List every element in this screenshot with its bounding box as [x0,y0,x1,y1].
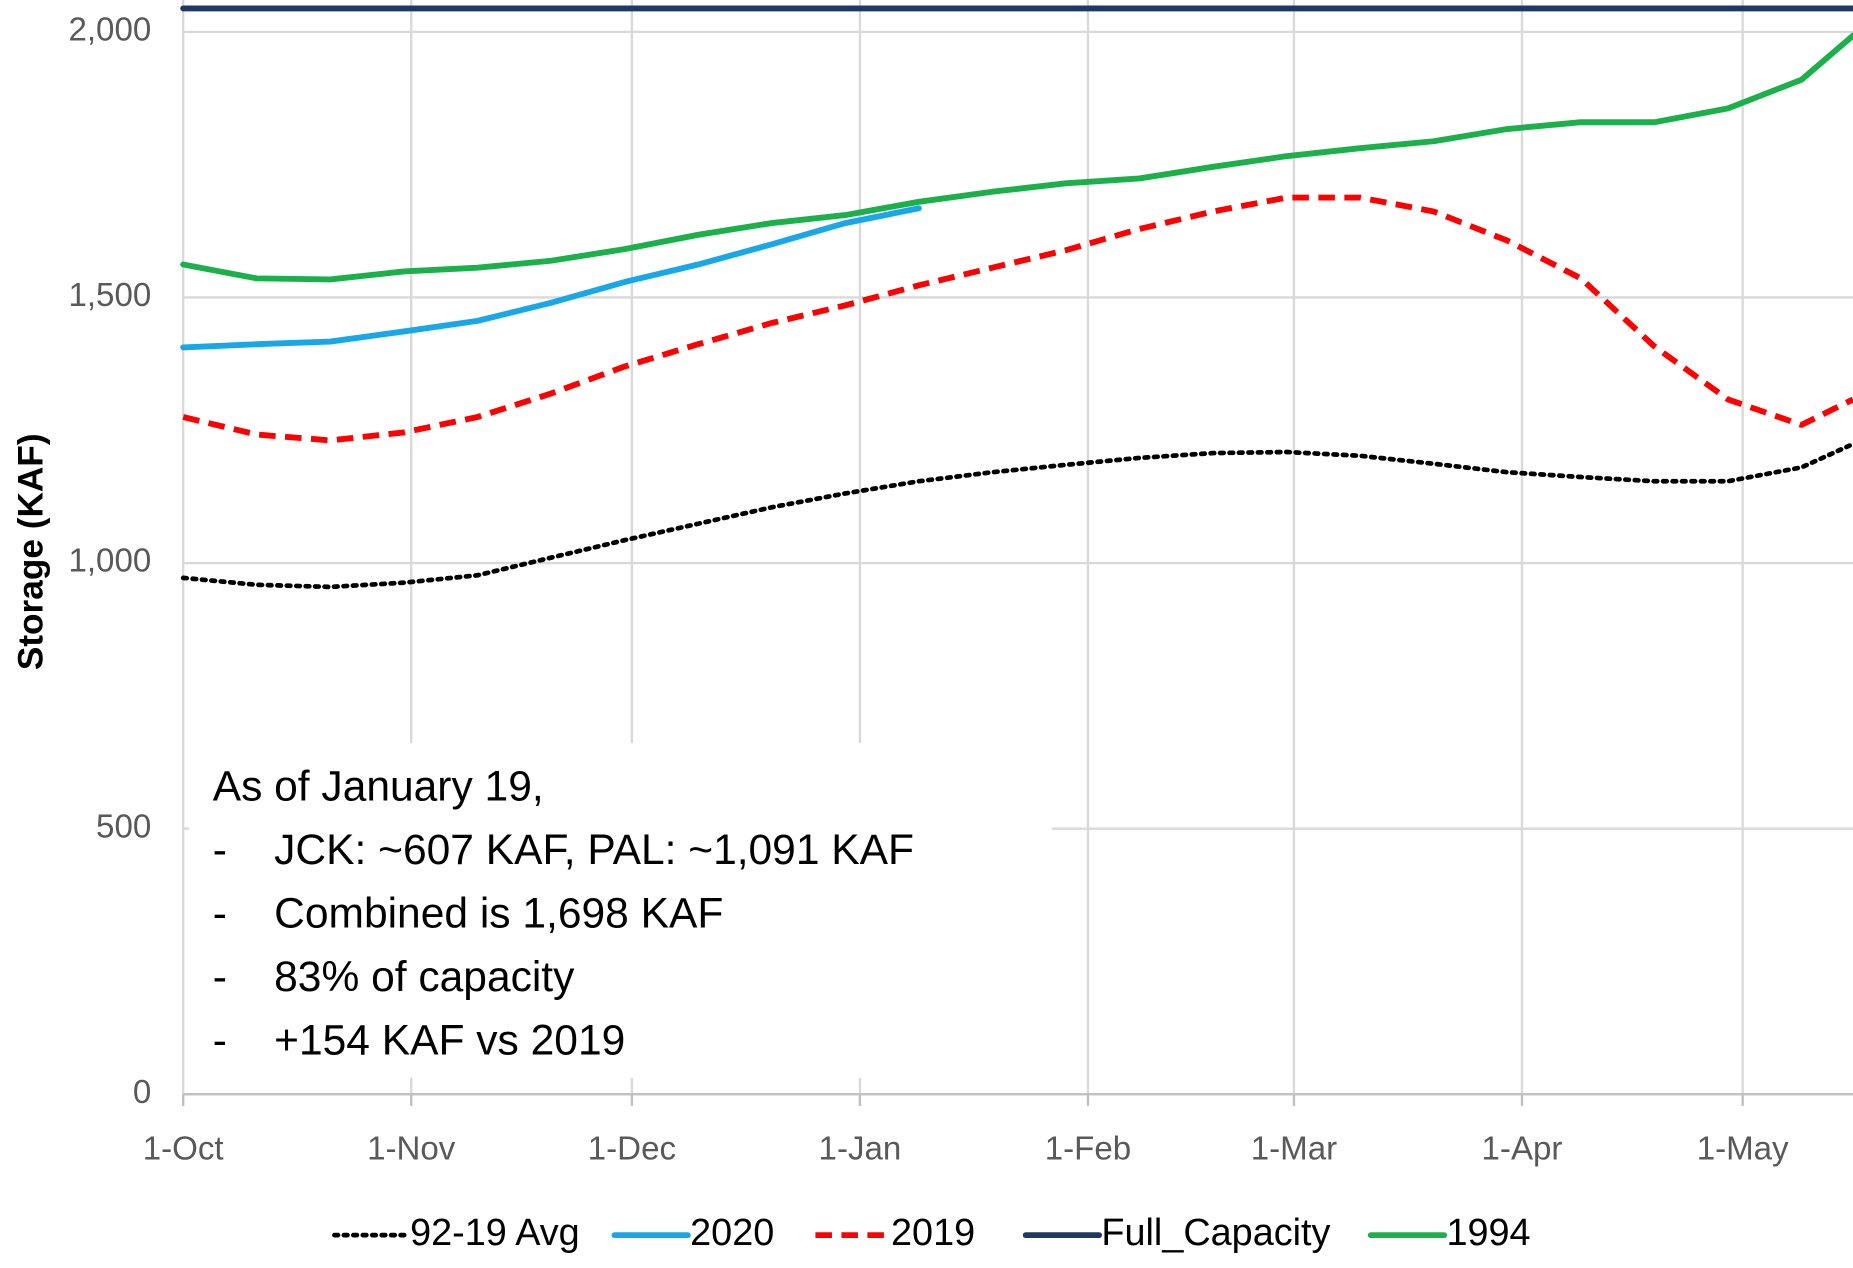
y-tick-label: 2,000 [68,11,151,48]
annotation-bullet: - [213,1016,227,1063]
x-tick-label: 1-Dec [588,1129,676,1166]
y-tick-label: 500 [96,807,151,844]
legend-label: Full_Capacity [1101,1211,1330,1253]
series-line [180,32,1853,283]
x-tick-label: 1-Mar [1251,1129,1337,1166]
y-tick-label: 1,000 [68,542,151,579]
plot-area [180,5,1853,590]
x-tick-label: 1-Apr [1482,1129,1563,1166]
x-tick-label: 1-May [1697,1129,1789,1166]
series-line [180,441,1853,590]
annotation-bullet: - [213,953,227,1000]
y-tick-label: 0 [133,1073,151,1110]
y-tick-label: 1,500 [68,276,151,313]
legend: 92-19 Avg 2020 2019 Full_Capacity 1994 [332,1211,1531,1253]
annotation-bullet: - [213,890,227,937]
annotation-text: Combined is 1,698 KAF [274,890,723,937]
x-tick-label: 1-Nov [367,1129,456,1166]
x-tick-label: 1-Jan [819,1129,902,1166]
y-axis-title: Storage (KAF) [11,433,50,670]
annotation-bullet: - [213,826,227,873]
annotation: As of January 19,- JCK: ~607 KAF, PAL: ~1… [213,763,914,1063]
legend-label: 2019 [891,1211,975,1253]
x-tick-label: 1-Feb [1045,1129,1131,1166]
series-line [182,194,1853,444]
x-tick-label: 1-Oct [143,1129,224,1166]
legend-label: 1994 [1446,1211,1530,1253]
series-line [180,205,922,351]
legend-label: 92-19 Avg [410,1211,580,1253]
annotation-text: +154 KAF vs 2019 [274,1016,625,1063]
annotation-text: JCK: ~607 KAF, PAL: ~1,091 KAF [274,826,914,873]
annotation-box [189,743,1052,1078]
annotation-text: 83% of capacity [274,953,575,1000]
legend-label: 2020 [690,1211,774,1253]
annotation-text: As of January 19, [213,763,544,810]
